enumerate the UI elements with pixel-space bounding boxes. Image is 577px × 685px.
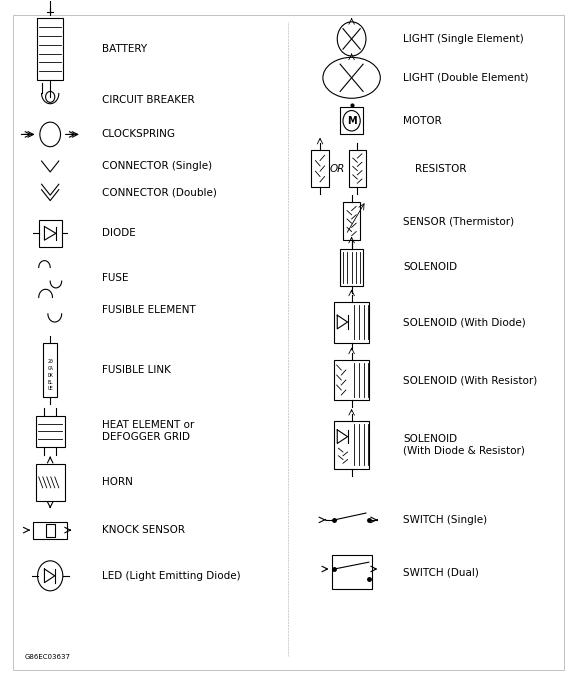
Text: OR: OR xyxy=(329,164,345,173)
Bar xyxy=(38,18,63,80)
Text: MOTOR: MOTOR xyxy=(403,116,442,126)
Text: LIGHT (Double Element): LIGHT (Double Element) xyxy=(403,73,529,83)
Bar xyxy=(340,249,363,286)
Text: RESISTOR: RESISTOR xyxy=(415,164,466,173)
Text: GA: GA xyxy=(47,366,53,371)
Text: CONNECTOR (Single): CONNECTOR (Single) xyxy=(102,162,212,171)
Bar xyxy=(343,202,360,240)
Bar xyxy=(36,464,65,501)
Text: SOLENOID: SOLENOID xyxy=(403,262,458,273)
Bar xyxy=(349,150,366,187)
Text: FUSIBLE LINK: FUSIBLE LINK xyxy=(102,365,171,375)
Bar xyxy=(332,556,372,590)
Text: SOLENOID (With Resistor): SOLENOID (With Resistor) xyxy=(403,375,538,385)
Text: 20: 20 xyxy=(47,359,53,364)
Bar xyxy=(312,150,329,187)
Bar xyxy=(335,301,369,342)
Text: HORN: HORN xyxy=(102,477,133,487)
Text: UE: UE xyxy=(47,386,53,391)
Text: CONNECTOR (Double): CONNECTOR (Double) xyxy=(102,188,217,197)
Text: DIODE: DIODE xyxy=(102,228,136,238)
Bar xyxy=(340,107,363,134)
Text: LED (Light Emitting Diode): LED (Light Emitting Diode) xyxy=(102,571,241,581)
Text: FUSE: FUSE xyxy=(102,273,128,283)
Text: SOLENOID (With Diode): SOLENOID (With Diode) xyxy=(403,317,526,327)
Bar xyxy=(43,342,57,397)
Text: BATTERY: BATTERY xyxy=(102,44,147,54)
Bar xyxy=(33,521,68,538)
Bar xyxy=(335,360,369,401)
Text: HEAT ELEMENT or
DEFOGGER GRID: HEAT ELEMENT or DEFOGGER GRID xyxy=(102,421,194,442)
Bar xyxy=(39,220,62,247)
Text: SOLENOID
(With Diode & Resistor): SOLENOID (With Diode & Resistor) xyxy=(403,434,525,456)
Text: CLOCKSPRING: CLOCKSPRING xyxy=(102,129,176,140)
Text: CIRCUIT BREAKER: CIRCUIT BREAKER xyxy=(102,95,194,105)
Text: SENSOR (Thermistor): SENSOR (Thermistor) xyxy=(403,216,515,226)
Text: KNOCK SENSOR: KNOCK SENSOR xyxy=(102,525,185,535)
Text: DK: DK xyxy=(47,373,53,377)
Text: SWITCH (Dual): SWITCH (Dual) xyxy=(403,567,479,577)
Text: SWITCH (Single): SWITCH (Single) xyxy=(403,515,488,525)
Text: M: M xyxy=(347,116,357,126)
Text: FUSIBLE ELEMENT: FUSIBLE ELEMENT xyxy=(102,305,196,314)
Text: BL: BL xyxy=(47,379,53,384)
Text: G86EC03637: G86EC03637 xyxy=(24,653,70,660)
Text: LIGHT (Single Element): LIGHT (Single Element) xyxy=(403,34,524,44)
Bar xyxy=(36,416,65,447)
Bar xyxy=(46,523,55,536)
Bar xyxy=(335,421,369,469)
